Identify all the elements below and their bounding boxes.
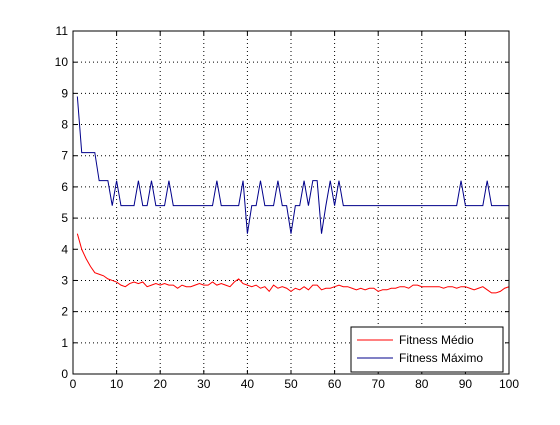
plot-area <box>73 31 509 374</box>
x-tick-label: 80 <box>415 377 429 391</box>
legend-label: Fitness Médio <box>399 333 474 347</box>
y-tick-label: 6 <box>61 180 68 194</box>
x-tick-label: 40 <box>241 377 255 391</box>
y-tick-label: 0 <box>61 367 68 381</box>
y-tick-label: 7 <box>61 149 68 163</box>
y-tick-label: 4 <box>61 242 68 256</box>
y-tick-label: 5 <box>61 211 68 225</box>
y-tick-label: 1 <box>61 336 68 350</box>
x-tick-label: 30 <box>197 377 211 391</box>
series-layer <box>76 96 510 294</box>
grid-layer <box>73 31 509 374</box>
series-line-1 <box>76 233 510 294</box>
x-tick-label: 50 <box>284 377 298 391</box>
x-tick-label: 60 <box>328 377 342 391</box>
y-tick-label: 3 <box>61 273 68 287</box>
series-line-2 <box>76 96 509 234</box>
y-tick-label: 10 <box>55 55 69 69</box>
y-tick-label: 11 <box>56 24 69 38</box>
tick-layer: 0 10 20 30 40 50 60 70 80 90 100 0 1 2 3 4 5 6 7 8 9 10 11 <box>55 24 520 391</box>
legend-label: Fitness Máximo <box>399 351 483 365</box>
x-tick-label: 100 <box>499 377 519 391</box>
y-tick-label: 9 <box>61 86 68 100</box>
legend: Fitness Médio Fitness Máximo <box>350 326 504 373</box>
x-tick-label: 90 <box>459 377 473 391</box>
x-tick-label: 20 <box>154 377 168 391</box>
legend-box <box>350 326 504 373</box>
y-tick-label: 8 <box>61 118 68 132</box>
x-tick-label: 0 <box>70 377 77 391</box>
x-tick-label: 10 <box>110 377 124 391</box>
x-tick-label: 70 <box>372 377 386 391</box>
y-tick-label: 2 <box>61 305 68 319</box>
